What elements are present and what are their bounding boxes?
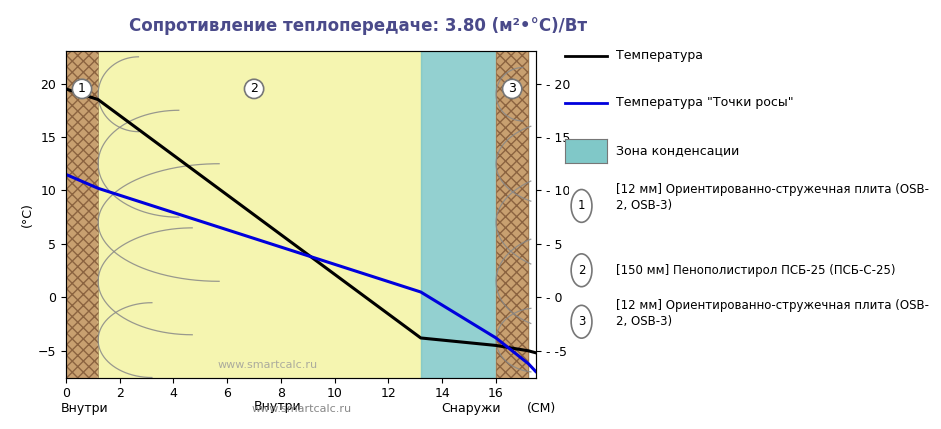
Text: Температура: Температура (616, 49, 703, 62)
Text: 1: 1 (78, 82, 86, 95)
Text: (СМ): (СМ) (526, 402, 556, 415)
Text: 1: 1 (578, 199, 585, 212)
Circle shape (571, 305, 592, 338)
Text: Температура "Точки росы": Температура "Точки росы" (616, 97, 794, 109)
Text: Внутри: Внутри (61, 402, 108, 415)
Circle shape (571, 190, 592, 222)
Text: Сопротивление теплопередаче: 3.80 (м²•°C)/Вт: Сопротивление теплопередаче: 3.80 (м²•°C… (129, 17, 586, 35)
Text: 3: 3 (508, 82, 516, 95)
Text: Снаружи: Снаружи (440, 402, 501, 415)
Text: Зона конденсации: Зона конденсации (616, 144, 740, 157)
Text: 2: 2 (578, 264, 585, 277)
Text: 2: 2 (250, 82, 258, 95)
Y-axis label: (°C): (°C) (21, 202, 34, 227)
Text: [12 мм] Ориентированно-стружечная плита (OSB-
2, OSB-3): [12 мм] Ориентированно-стружечная плита … (616, 299, 930, 328)
Text: [150 мм] Пенополистирол ПСБ-25 (ПСБ-С-25): [150 мм] Пенополистирол ПСБ-25 (ПСБ-С-25… (616, 264, 896, 277)
Text: www.smartcalc.ru: www.smartcalc.ru (217, 360, 317, 370)
Text: 3: 3 (578, 315, 585, 328)
Text: Внутри: Внутри (254, 399, 302, 413)
Text: www.smartcalc.ru: www.smartcalc.ru (251, 404, 351, 414)
Text: [12 мм] Ориентированно-стружечная плита (OSB-
2, OSB-3): [12 мм] Ориентированно-стружечная плита … (616, 183, 930, 212)
Circle shape (571, 254, 592, 287)
